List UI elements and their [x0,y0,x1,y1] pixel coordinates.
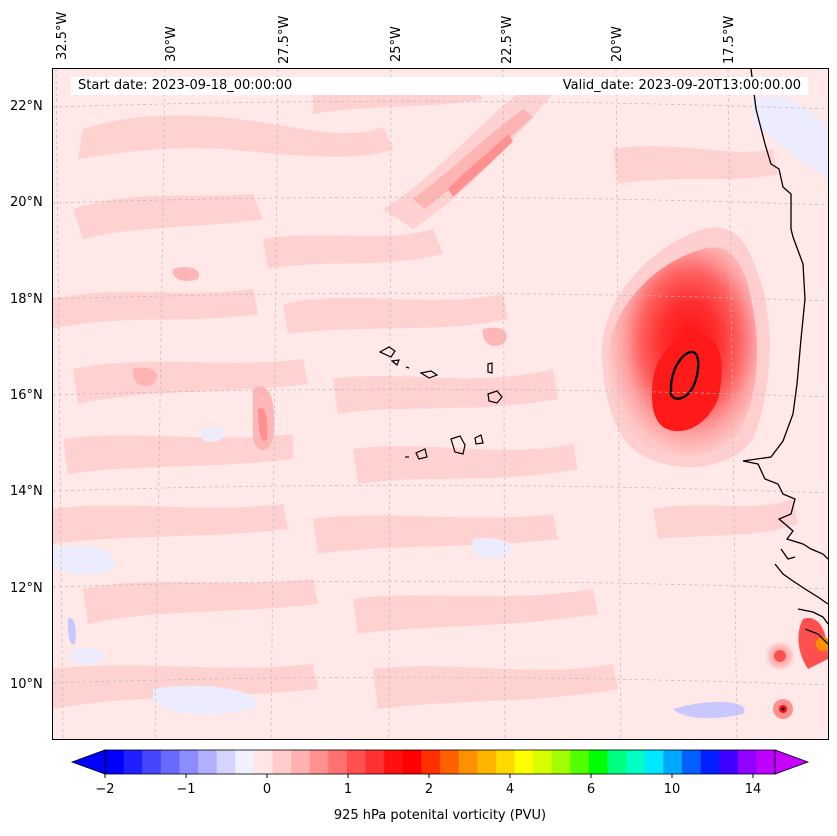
longitude-label: 17.5°W [722,15,737,64]
colorbar-cell [551,750,571,774]
colorbar-cell [700,750,720,774]
colorbar-cell [756,750,776,774]
colorbar-cell [626,750,646,774]
map-panel[interactable] [52,68,829,740]
african-coastline [742,69,828,645]
colorbar-tick-label: 6 [586,782,596,797]
colorbar-tick-label: −2 [95,782,115,797]
vorticity-field-map [53,69,828,739]
colorbar-tick-label: −1 [176,782,196,797]
graticule [53,69,828,739]
latitude-label: 20°N [10,195,43,210]
colorbar-title: 925 hPa potenital vorticity (PVU) [333,808,547,823]
colorbar-cell [105,750,125,774]
cape-verde-islands [378,346,503,460]
colorbar-tick-label: 1 [343,782,353,797]
colorbar-cell [253,750,273,774]
colorbar-cell [123,750,143,774]
colorbar-cell [588,750,608,774]
longitude-label: 25°W [389,26,404,62]
colorbar-cell [458,750,478,774]
blue-streaks [67,618,745,719]
longitude-label: 22.5°W [500,15,515,64]
colorbar-cell [160,750,180,774]
latitude-label: 10°N [10,677,43,692]
pv-contour [669,350,700,400]
colorbar-cell [384,750,404,774]
colorbar-cell [737,750,757,774]
colorbar-max-extend [774,749,810,775]
colorbar-cell [421,750,441,774]
colorbar-cell [272,750,292,774]
storm-vorticity-maximum [601,227,770,468]
colorbar-min-extend [70,749,106,775]
colorbar-tick-label: 0 [262,782,272,797]
colorbar-cell [440,750,460,774]
pv-patches [132,109,533,451]
colorbar-cell [198,750,218,774]
negative-pv-patches [53,96,828,715]
colorbar-cell [719,750,739,774]
colorbar-cell [216,750,236,774]
colorbar-cell [533,750,553,774]
colorbar-cell [663,750,683,774]
latitude-label: 16°N [10,388,43,403]
latitude-label: 22°N [10,99,43,114]
southeast-features [768,618,828,719]
colorbar-cell [402,750,422,774]
colorbar-cell [495,750,515,774]
colorbar-cell [235,750,255,774]
pv-peaks [258,134,513,441]
colorbar-cell [346,750,367,774]
colorbar-cell [570,750,590,774]
colorbar-tick-label: 4 [505,782,515,797]
longitude-label: 30°W [164,26,179,62]
latitude-label: 18°N [10,292,43,307]
longitude-label: 32.5°W [55,11,70,60]
colorbar-tick-label: 2 [424,782,434,797]
colorbar-cell [328,750,348,774]
colorbar-cell [142,750,162,774]
colorbar-cell [681,750,702,774]
colorbar [70,749,810,778]
latitude-label: 14°N [10,484,43,499]
latitude-label: 12°N [10,581,43,596]
longitude-label: 20°W [610,26,625,62]
valid-date-label: Valid_date: 2023-09-20T13:00:00.00 [562,78,801,93]
colorbar-cell [291,750,311,774]
start-date-label: Start date: 2023-09-18_00:00:00 [78,78,293,93]
colorbar-outline [104,749,776,775]
colorbar-cell [179,750,199,774]
colorbar-cell [644,750,664,774]
colorbar-cell [309,750,329,774]
colorbar-cell [477,750,497,774]
colorbar-cell [607,750,627,774]
colorbar-cell [365,750,385,774]
info-bar: Start date: 2023-09-18_00:00:00 Valid_da… [71,77,808,95]
colorbar-tick-label: 10 [663,782,681,797]
longitude-label: 27.5°W [277,15,292,64]
colorbar-cell [514,750,534,774]
colorbar-tick-label: 14 [744,782,762,797]
